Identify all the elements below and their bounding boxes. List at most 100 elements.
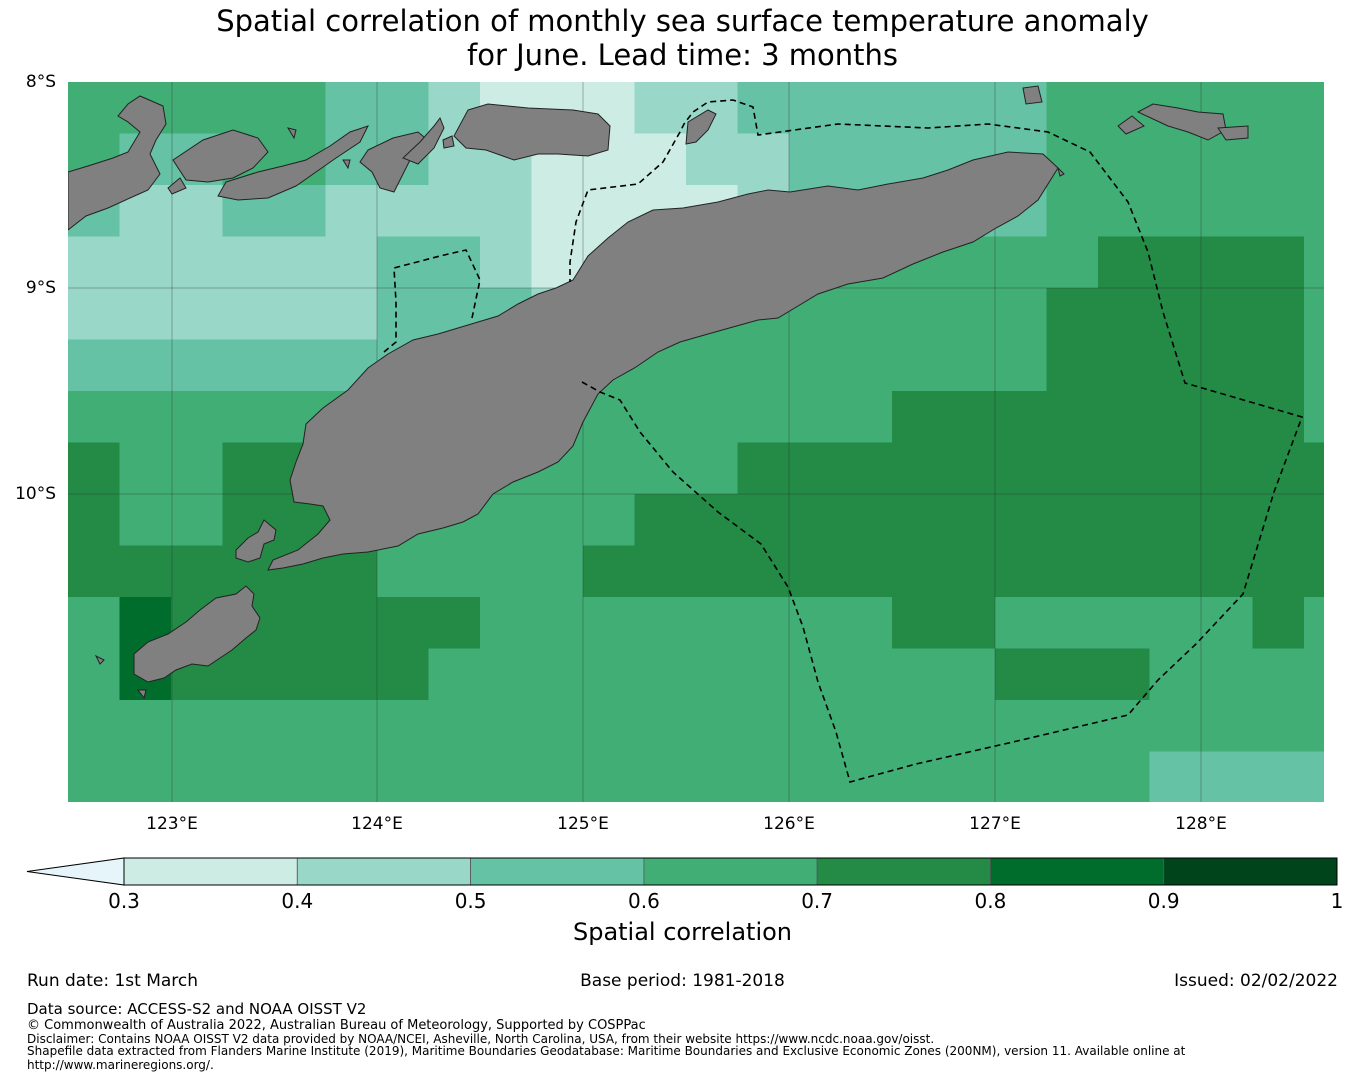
grid-cell [1149, 597, 1202, 650]
grid-cell [1252, 288, 1305, 341]
grid-cell [171, 700, 224, 753]
grid-cell [377, 751, 430, 802]
grid-cell [274, 597, 327, 650]
grid-cell [840, 288, 893, 341]
grid-cell [1304, 442, 1324, 495]
grid-cell [428, 597, 481, 650]
grid-cell [1046, 288, 1099, 341]
grid-cell [1252, 700, 1305, 753]
north-island-3 [217, 125, 369, 201]
grid-cell [1252, 648, 1305, 701]
grid-cell [634, 648, 687, 701]
grid-cell [222, 391, 275, 444]
grid-cell [325, 751, 378, 802]
grid-cell [274, 700, 327, 753]
grid-cell [1046, 700, 1099, 753]
colorbar-tick-label: 0.7 [801, 889, 833, 913]
grid-cell [1304, 236, 1324, 289]
base-period: Base period: 1981-2018 [580, 971, 785, 991]
grid-cell [377, 700, 430, 753]
grid-cell [1252, 545, 1305, 598]
grid-cell [428, 751, 481, 802]
grid-cell [222, 236, 275, 289]
grid-cell [943, 494, 996, 547]
grid-cell [1201, 751, 1254, 802]
north-islet-1 [685, 109, 717, 145]
north-islet-6 [286, 127, 297, 140]
grid-cell [1098, 494, 1151, 547]
grid-cell [325, 597, 378, 650]
grid-cell [222, 751, 275, 802]
grid-cell [68, 545, 121, 598]
grid-cell [892, 648, 945, 701]
north-island-2 [172, 129, 269, 183]
lon-label-124e: 124°E [351, 814, 403, 834]
lon-label-126e: 126°E [763, 814, 815, 834]
grid-cell [634, 597, 687, 650]
north-islet-3 [1117, 115, 1145, 135]
grid-cell [531, 185, 584, 238]
grid-cell [325, 288, 378, 341]
north-islet-4 [1217, 125, 1249, 141]
grid-cell [995, 494, 1048, 547]
rote-island [235, 519, 277, 563]
grid-cell [171, 391, 224, 444]
grid-cell [1201, 494, 1254, 547]
grid-cell [840, 442, 893, 495]
grid-cell [1046, 751, 1099, 802]
colorbar-tick-label: 0.8 [974, 889, 1007, 913]
grid-cell [1149, 339, 1202, 392]
grid-cell [1098, 185, 1151, 238]
grid-cell [892, 442, 945, 495]
grid-cell [995, 339, 1048, 392]
grid-cell [583, 442, 636, 495]
grid-cell [428, 545, 481, 598]
grid-cell [274, 339, 327, 392]
colorbar-bin [990, 857, 1165, 886]
grid-cell [171, 442, 224, 495]
grid-cell [377, 648, 430, 701]
grid-cell [943, 545, 996, 598]
grid-cell [995, 288, 1048, 341]
grid-cell [480, 597, 533, 650]
grid-cell [583, 751, 636, 802]
grid-cell [325, 700, 378, 753]
grid-cell [892, 339, 945, 392]
grid-cell [325, 185, 378, 238]
colorbar-bin [123, 857, 298, 886]
grid-cell [943, 339, 996, 392]
colorbar-bins [26, 857, 1338, 886]
correlation-map [68, 82, 1324, 802]
grid-cell [789, 133, 842, 186]
grid-cell [480, 236, 533, 289]
colorbar-bin [296, 857, 471, 886]
grid-cell [995, 648, 1048, 701]
grid-cell [840, 597, 893, 650]
grid-cell [222, 700, 275, 753]
disclaimer: Disclaimer: Contains NOAA OISST V2 data … [27, 1032, 935, 1046]
grid-cell [737, 700, 790, 753]
grid-cell [1201, 648, 1254, 701]
lat-label-10s: 10°S [15, 484, 56, 504]
timor-island [267, 151, 1059, 571]
colorbar-tick-label: 0.6 [627, 889, 660, 913]
grid-cell [480, 700, 533, 753]
grid-cell [68, 236, 121, 289]
grid-cell [222, 82, 275, 135]
grid-cell [1098, 648, 1151, 701]
grid-cell [634, 751, 687, 802]
grid-cell [943, 751, 996, 802]
grid-cell [840, 700, 893, 753]
grid-cell [1098, 597, 1151, 650]
grid-cell [995, 751, 1048, 802]
eez-boundary-oecusse [383, 249, 481, 353]
grid-cell [1201, 545, 1254, 598]
grid-cell [325, 82, 378, 135]
grid-cell [840, 494, 893, 547]
grid-cell [119, 339, 172, 392]
grid-cell [274, 236, 327, 289]
grid-cell [68, 751, 121, 802]
grid-cell [68, 82, 121, 135]
grid-cell [377, 288, 430, 341]
grid-cell [1046, 133, 1099, 186]
